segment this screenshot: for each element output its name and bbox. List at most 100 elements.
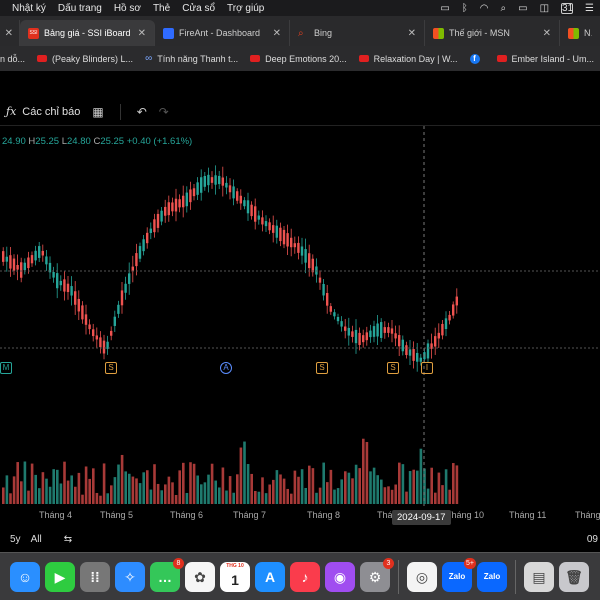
chrome-icon[interactable]: ◎ bbox=[407, 561, 437, 592]
music-icon[interactable]: ♪ bbox=[290, 561, 320, 592]
bluetooth-icon[interactable]: ᛒ bbox=[461, 2, 468, 14]
volume-bar bbox=[412, 469, 415, 504]
volume-bar bbox=[452, 463, 455, 504]
close-icon[interactable]: ✕ bbox=[4, 28, 13, 39]
candle-body bbox=[286, 233, 289, 247]
safari-icon[interactable]: ✧ bbox=[115, 561, 145, 592]
templates-icon[interactable]: ▦ bbox=[92, 104, 104, 119]
volume-bar bbox=[88, 478, 91, 504]
volume-bar bbox=[225, 490, 228, 504]
bookmark-item[interactable]: f bbox=[469, 53, 485, 64]
candle-body bbox=[279, 227, 282, 242]
tab-ssi-iboard[interactable]: SSI Bảng giá - SSI iBoard ✕ bbox=[20, 20, 155, 46]
facetime-icon[interactable]: ▶ bbox=[45, 561, 75, 592]
volume-bar bbox=[311, 468, 315, 504]
display-icon[interactable]: ▭ bbox=[518, 2, 528, 14]
volume-bar bbox=[185, 492, 189, 504]
volume-bar bbox=[408, 471, 412, 504]
compare-icon[interactable]: ⇆ bbox=[63, 533, 73, 545]
podcasts-icon[interactable]: ◉ bbox=[325, 561, 355, 592]
tab-fireant[interactable]: FireAnt - Dashboard ✕ bbox=[155, 20, 290, 46]
bookmark-item[interactable]: Ember Island - Um... bbox=[496, 54, 594, 64]
candle-body bbox=[257, 215, 260, 220]
event-marker[interactable]: S bbox=[105, 362, 117, 374]
chart-canvas[interactable] bbox=[0, 126, 600, 526]
volume-bar bbox=[369, 471, 372, 504]
indicators-fx-icon[interactable]: ƒx bbox=[6, 105, 17, 118]
zalo-1-icon[interactable]: Zalo 5+ bbox=[442, 557, 476, 592]
menu-bookmarks[interactable]: Dấu trang bbox=[57, 2, 102, 14]
messages-icon[interactable]: … 8 bbox=[150, 557, 184, 592]
bookmark-item[interactable]: Relaxation Day | W... bbox=[358, 54, 458, 64]
control-center-icon[interactable]: ◫ bbox=[539, 2, 550, 14]
event-marker[interactable]: A bbox=[220, 362, 232, 374]
menu-help[interactable]: Trợ giúp bbox=[227, 2, 265, 14]
candle-body bbox=[354, 329, 358, 344]
menu-profiles[interactable]: Hồ sơ bbox=[113, 2, 141, 14]
candle-body bbox=[2, 251, 5, 262]
screen-mirror-icon[interactable]: ▭ bbox=[440, 2, 450, 14]
event-marker[interactable]: M bbox=[0, 362, 12, 374]
candle-body bbox=[236, 191, 239, 201]
undo-icon[interactable]: ↶ bbox=[136, 104, 147, 119]
candle-body bbox=[412, 348, 415, 361]
candle-body bbox=[135, 253, 138, 267]
calendar-icon[interactable]: THG 10 1 bbox=[220, 561, 250, 592]
notification-badge: 5+ bbox=[464, 557, 476, 569]
tab-overflow-close[interactable]: ✕ bbox=[0, 20, 20, 46]
indicators-button[interactable]: Các chỉ báo bbox=[22, 105, 81, 118]
candle-body bbox=[452, 304, 455, 316]
numbers-file-icon[interactable]: ▤ bbox=[524, 561, 554, 592]
candle-body bbox=[142, 239, 145, 252]
tab-msn[interactable]: Thế giới - MSN ✕ bbox=[425, 20, 560, 46]
notification-badge: 8 bbox=[173, 557, 184, 569]
volume-bar bbox=[38, 488, 41, 504]
event-marker[interactable]: S bbox=[387, 362, 399, 374]
bookmark-item[interactable]: (Peaky Blinders) L... bbox=[37, 54, 133, 64]
redo-icon[interactable]: ↷ bbox=[158, 104, 169, 119]
candle-body bbox=[430, 343, 433, 349]
spotlight-icon[interactable]: ⌕ bbox=[500, 2, 507, 14]
volume-bar bbox=[308, 465, 311, 504]
bookmark-item[interactable]: n dỗ... bbox=[0, 54, 25, 64]
range-5y-button[interactable]: 5y bbox=[10, 533, 21, 545]
calendar-day-icon[interactable]: 31 bbox=[561, 2, 574, 14]
close-icon[interactable]: ✕ bbox=[272, 28, 281, 39]
app-store-icon[interactable]: A bbox=[255, 561, 285, 592]
bookmark-item[interactable]: ∞ Tính năng Thanh t... bbox=[145, 53, 238, 64]
volume-bar bbox=[383, 487, 387, 504]
launchpad-icon[interactable]: ⁞⁞ bbox=[80, 561, 110, 592]
range-all-button[interactable]: All bbox=[30, 533, 42, 545]
close-icon[interactable]: ✕ bbox=[407, 28, 416, 39]
volume-bar bbox=[174, 494, 178, 504]
more-icon[interactable]: ☰ bbox=[585, 2, 594, 14]
bookmarks-bar: n dỗ... (Peaky Blinders) L... ∞ Tính năn… bbox=[0, 46, 600, 72]
volume-bar bbox=[315, 492, 318, 504]
event-marker[interactable]: I bbox=[421, 362, 433, 374]
candle-body bbox=[228, 185, 232, 193]
photos-icon[interactable]: ✿ bbox=[185, 561, 215, 592]
volume-bar bbox=[30, 463, 34, 504]
tab-noi[interactable]: NỔI bbox=[560, 20, 600, 46]
close-icon[interactable]: ✕ bbox=[542, 28, 551, 39]
finder-icon[interactable]: ☺ bbox=[10, 561, 40, 592]
system-settings-icon[interactable]: ⚙ 3 bbox=[360, 557, 394, 592]
zalo-2-icon[interactable]: Zalo bbox=[477, 561, 507, 592]
menu-tab[interactable]: Thẻ bbox=[152, 2, 171, 14]
volume-bar bbox=[322, 462, 325, 504]
menu-history[interactable]: Nhật ký bbox=[12, 2, 46, 14]
candle-body bbox=[308, 253, 311, 269]
bookmark-item[interactable]: Deep Emotions 20... bbox=[250, 54, 347, 64]
volume-bar bbox=[74, 486, 77, 504]
candlestick-chart[interactable] bbox=[0, 126, 600, 526]
candle-body bbox=[272, 225, 275, 233]
close-icon[interactable]: ✕ bbox=[137, 28, 146, 39]
cast-icon[interactable]: ◠ bbox=[479, 2, 489, 14]
volume-bar bbox=[264, 493, 268, 504]
event-marker[interactable]: S bbox=[316, 362, 328, 374]
trash-icon[interactable]: 🗑 bbox=[559, 561, 589, 592]
tab-bing[interactable]: ⌕ Bing ✕ bbox=[290, 20, 425, 46]
volume-bar bbox=[164, 484, 167, 504]
candle-body bbox=[336, 316, 340, 322]
menu-window[interactable]: Cửa sổ bbox=[182, 2, 216, 14]
